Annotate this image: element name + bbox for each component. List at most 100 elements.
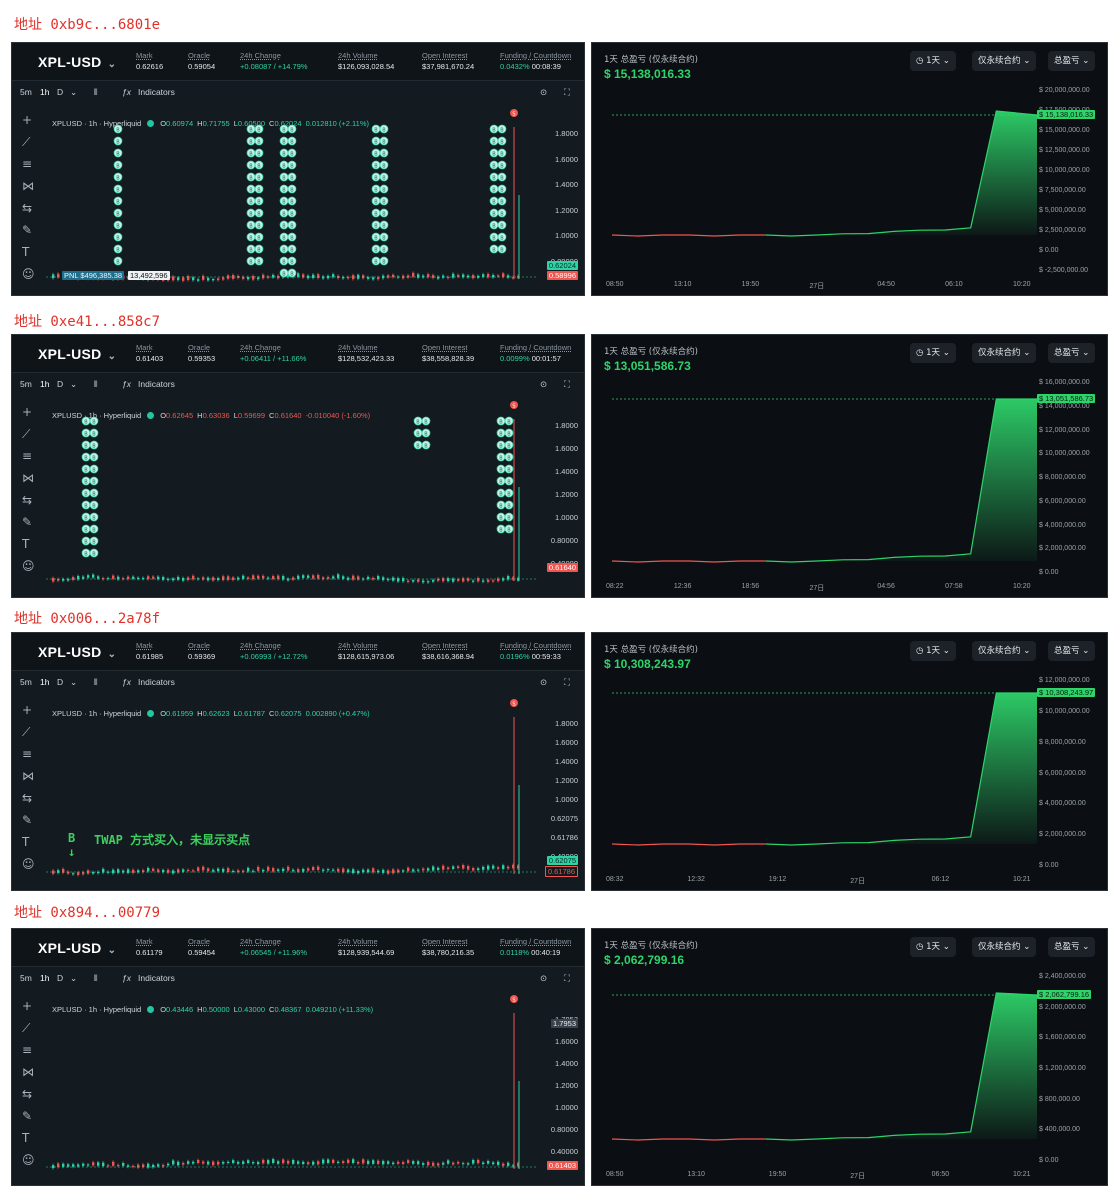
trendline-icon[interactable]: ⟋ — [22, 135, 31, 149]
measure-icon[interactable]: ⇆ — [22, 791, 33, 805]
stat-label[interactable]: Oracle — [188, 343, 211, 352]
stat-label[interactable]: Oracle — [188, 51, 211, 60]
pnl-type-dropdown[interactable]: 总盈亏 ⌄ — [1048, 937, 1096, 957]
timeframe-dropdown-icon[interactable]: ⌄ — [70, 677, 78, 687]
tf-d-button[interactable]: D — [57, 973, 64, 983]
contract-filter-dropdown[interactable]: 仅永续合约 ⌄ — [972, 343, 1037, 363]
pattern-icon[interactable]: ⋈ — [22, 471, 34, 485]
trendline-icon[interactable]: ⟋ — [22, 1021, 31, 1035]
emoji-icon[interactable]: ☺ — [22, 857, 35, 871]
stat-label[interactable]: Open Interest — [422, 641, 468, 650]
fib-icon[interactable]: ≡ — [22, 747, 33, 761]
range-dropdown[interactable]: ◷ 1天 ⌄ — [910, 641, 956, 661]
indicators-button[interactable]: Indicators — [138, 677, 175, 687]
trendline-icon[interactable]: ⟋ — [22, 427, 31, 441]
candlestick-plot[interactable]: S — [46, 991, 536, 1186]
stat-label[interactable]: Open Interest — [422, 51, 468, 60]
stat-label[interactable]: Funding / Countdown — [500, 641, 572, 650]
pnl-curve-plot[interactable] — [612, 985, 1039, 1163]
indicators-icon[interactable]: ƒx — [122, 973, 131, 983]
candlestick-plot[interactable]: S — [46, 695, 536, 891]
fullscreen-icon[interactable]: ⛶ — [564, 379, 570, 389]
measure-icon[interactable]: ⇆ — [22, 1087, 33, 1101]
symbol-selector[interactable]: XPL-USD ⌄ — [38, 644, 116, 660]
timeframe-dropdown-icon[interactable]: ⌄ — [70, 87, 78, 97]
candle-type-icon[interactable]: ⫴ — [94, 87, 98, 97]
stat-label[interactable]: Mark — [136, 343, 153, 352]
fib-icon[interactable]: ≡ — [22, 1043, 33, 1057]
crosshair-icon[interactable]: + — [22, 113, 33, 127]
timeframe-dropdown-icon[interactable]: ⌄ — [70, 379, 78, 389]
tf-1h-button[interactable]: 1h — [40, 973, 50, 983]
indicators-icon[interactable]: ƒx — [122, 87, 131, 97]
stat-label[interactable]: Funding / Countdown — [500, 343, 572, 352]
tf-d-button[interactable]: D — [57, 677, 64, 687]
tf-5m-button[interactable]: 5m — [20, 87, 32, 97]
emoji-icon[interactable]: ☺ — [22, 267, 35, 281]
stat-label[interactable]: Funding / Countdown — [500, 937, 572, 946]
stat-label[interactable]: Mark — [136, 937, 153, 946]
stat-label[interactable]: Open Interest — [422, 937, 468, 946]
stat-label[interactable]: Oracle — [188, 937, 211, 946]
pnl-curve-plot[interactable] — [612, 99, 1039, 273]
stat-label[interactable]: 24h Change — [240, 937, 281, 946]
range-dropdown[interactable]: ◷ 1天 ⌄ — [910, 51, 956, 71]
pattern-icon[interactable]: ⋈ — [22, 769, 34, 783]
symbol-selector[interactable]: XPL-USD ⌄ — [38, 346, 116, 362]
trendline-icon[interactable]: ⟋ — [22, 725, 31, 739]
brush-icon[interactable]: ✎ — [22, 223, 33, 237]
contract-filter-dropdown[interactable]: 仅永续合约 ⌄ — [972, 937, 1037, 957]
pattern-icon[interactable]: ⋈ — [22, 1065, 34, 1079]
brush-icon[interactable]: ✎ — [22, 515, 33, 529]
crosshair-icon[interactable]: + — [22, 999, 33, 1013]
fullscreen-icon[interactable]: ⛶ — [564, 87, 570, 97]
tf-1h-button[interactable]: 1h — [40, 87, 50, 97]
measure-icon[interactable]: ⇆ — [22, 493, 33, 507]
fullscreen-icon[interactable]: ⛶ — [564, 677, 570, 687]
stat-label[interactable]: Oracle — [188, 641, 211, 650]
contract-filter-dropdown[interactable]: 仅永续合约 ⌄ — [972, 641, 1037, 661]
visibility-dot[interactable] — [147, 1006, 155, 1013]
crosshair-icon[interactable]: + — [22, 703, 33, 717]
timeframe-dropdown-icon[interactable]: ⌄ — [70, 973, 78, 983]
tf-5m-button[interactable]: 5m — [20, 379, 32, 389]
screenshot-icon[interactable]: ⊙ — [540, 973, 548, 983]
stat-label[interactable]: 24h Change — [240, 51, 281, 60]
indicators-button[interactable]: Indicators — [138, 973, 175, 983]
stat-label[interactable]: 24h Volume — [338, 937, 378, 946]
candle-type-icon[interactable]: ⫴ — [94, 379, 98, 389]
text-icon[interactable]: T — [22, 245, 30, 259]
indicators-icon[interactable]: ƒx — [122, 677, 131, 687]
tf-5m-button[interactable]: 5m — [20, 677, 32, 687]
indicators-button[interactable]: Indicators — [138, 379, 175, 389]
visibility-dot[interactable] — [147, 710, 155, 717]
stat-label[interactable]: 24h Volume — [338, 641, 378, 650]
pnl-type-dropdown[interactable]: 总盈亏 ⌄ — [1048, 51, 1096, 71]
crosshair-icon[interactable]: + — [22, 405, 33, 419]
symbol-selector[interactable]: XPL-USD ⌄ — [38, 940, 116, 956]
stat-label[interactable]: Funding / Countdown — [500, 51, 572, 60]
tf-1h-button[interactable]: 1h — [40, 677, 50, 687]
indicators-icon[interactable]: ƒx — [122, 379, 131, 389]
pnl-type-dropdown[interactable]: 总盈亏 ⌄ — [1048, 641, 1096, 661]
range-dropdown[interactable]: ◷ 1天 ⌄ — [910, 343, 956, 363]
symbol-selector[interactable]: XPL-USD ⌄ — [38, 54, 116, 70]
fib-icon[interactable]: ≡ — [22, 449, 33, 463]
tf-d-button[interactable]: D — [57, 87, 64, 97]
text-icon[interactable]: T — [22, 1131, 30, 1145]
tf-d-button[interactable]: D — [57, 379, 64, 389]
stat-label[interactable]: 24h Change — [240, 641, 281, 650]
contract-filter-dropdown[interactable]: 仅永续合约 ⌄ — [972, 51, 1037, 71]
tf-1h-button[interactable]: 1h — [40, 379, 50, 389]
pnl-curve-plot[interactable] — [612, 391, 1039, 575]
fib-icon[interactable]: ≡ — [22, 157, 33, 171]
stat-label[interactable]: Mark — [136, 51, 153, 60]
pnl-type-dropdown[interactable]: 总盈亏 ⌄ — [1048, 343, 1096, 363]
emoji-icon[interactable]: ☺ — [22, 1153, 35, 1167]
stat-label[interactable]: Mark — [136, 641, 153, 650]
stat-label[interactable]: 24h Volume — [338, 51, 378, 60]
fullscreen-icon[interactable]: ⛶ — [564, 973, 570, 983]
text-icon[interactable]: T — [22, 835, 30, 849]
stat-label[interactable]: 24h Volume — [338, 343, 378, 352]
